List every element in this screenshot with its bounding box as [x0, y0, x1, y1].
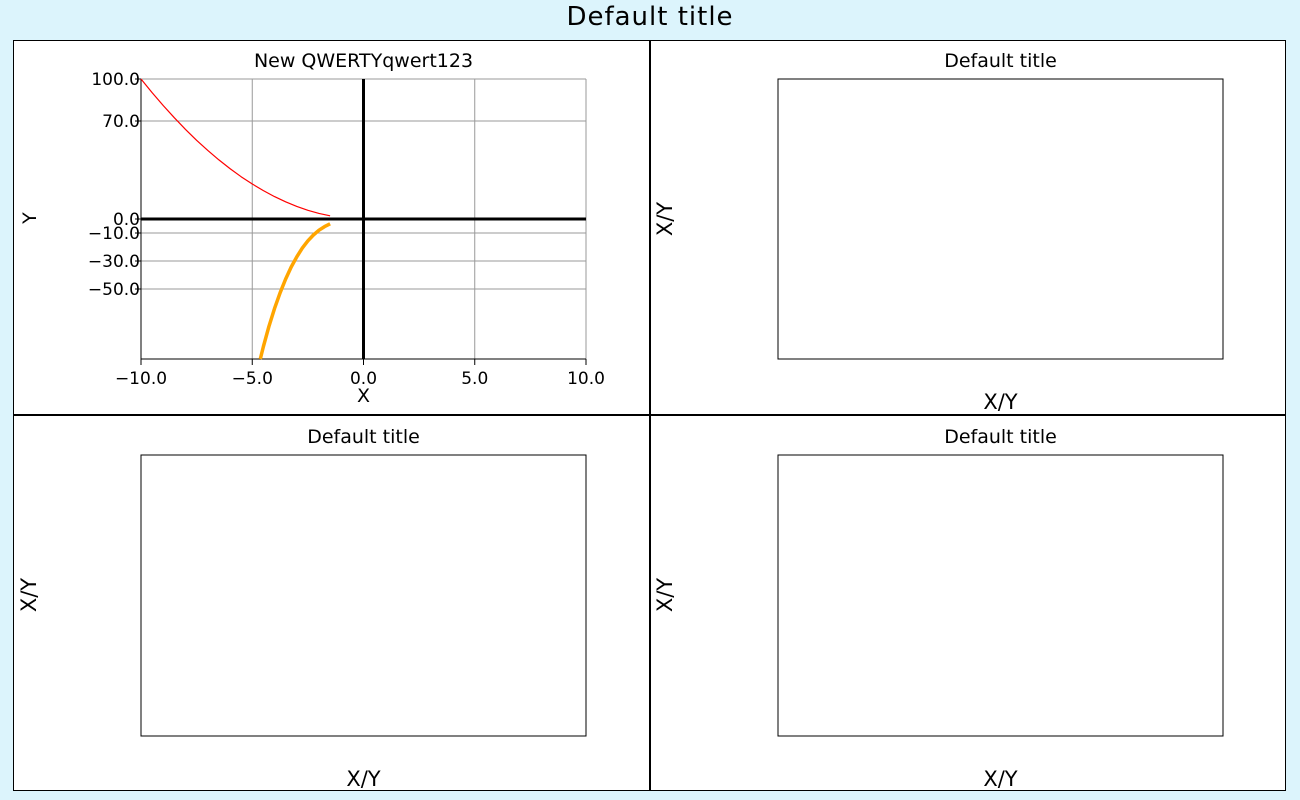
subplot-1-title: New QWERTYqwert123: [254, 50, 473, 72]
subplot-1-ytick-label: 70.0: [102, 112, 140, 132]
subplot-4-xlabel: X/Y: [983, 767, 1017, 790]
subplot-1-xtick-label: −5.0: [232, 369, 273, 389]
subplot-grid-svg: New QWERTYqwert123 −10.0 −5.0 0.0 5.0 10.0 100…: [14, 41, 1285, 791]
subplot-1-xtick-label: 10.0: [567, 369, 605, 389]
subplot-1-ytick-label: −50.0: [88, 280, 140, 300]
subplot-4: Default title X/Y X/Y: [653, 426, 1224, 791]
subplot-1-ytick-label: −30.0: [88, 252, 140, 272]
subplot-2: Default title X/Y X/Y: [653, 50, 1224, 414]
subplot-1-xtick-label: 5.0: [461, 369, 488, 389]
subplot-4-axes-box: [777, 454, 1224, 737]
subplot-1-ytick-label: 0.0: [113, 210, 140, 230]
subplot-1-ylabel: Y: [19, 212, 41, 225]
subplot-1-xtick-label: −10.0: [115, 369, 167, 389]
subplot-1: New QWERTYqwert123 −10.0 −5.0 0.0 5.0 10.0 100…: [19, 50, 605, 407]
subplot-4-title: Default title: [944, 426, 1057, 448]
subplot-grid: New QWERTYqwert123 −10.0 −5.0 0.0 5.0 10.0 100…: [13, 40, 1286, 791]
subplot-1-ytick-label: 100.0: [91, 70, 140, 90]
subplot-3-ylabel: X/Y: [17, 578, 41, 612]
subplot-2-xlabel: X/Y: [983, 390, 1017, 414]
subplot-2-ylabel: X/Y: [653, 202, 677, 236]
subplot-4-ylabel: X/Y: [653, 578, 677, 612]
subplot-1-series-1-line: [140, 78, 331, 217]
subplot-2-axes-box: [777, 78, 1224, 360]
subplot-1-xlabel: X: [357, 385, 370, 407]
figure-title: Default title: [566, 2, 734, 32]
subplot-3: Default title X/Y X/Y: [17, 426, 587, 791]
subplot-1-series-2-line: [258, 222, 331, 360]
subplot-2-title: Default title: [944, 50, 1057, 72]
subplot-3-axes-box: [140, 454, 587, 737]
subplot-1-xtick-label: 0.0: [350, 369, 377, 389]
subplot-1-ytick-label: −10.0: [88, 224, 140, 244]
subplot-3-title: Default title: [307, 426, 420, 448]
subplot-3-xlabel: X/Y: [346, 767, 380, 790]
